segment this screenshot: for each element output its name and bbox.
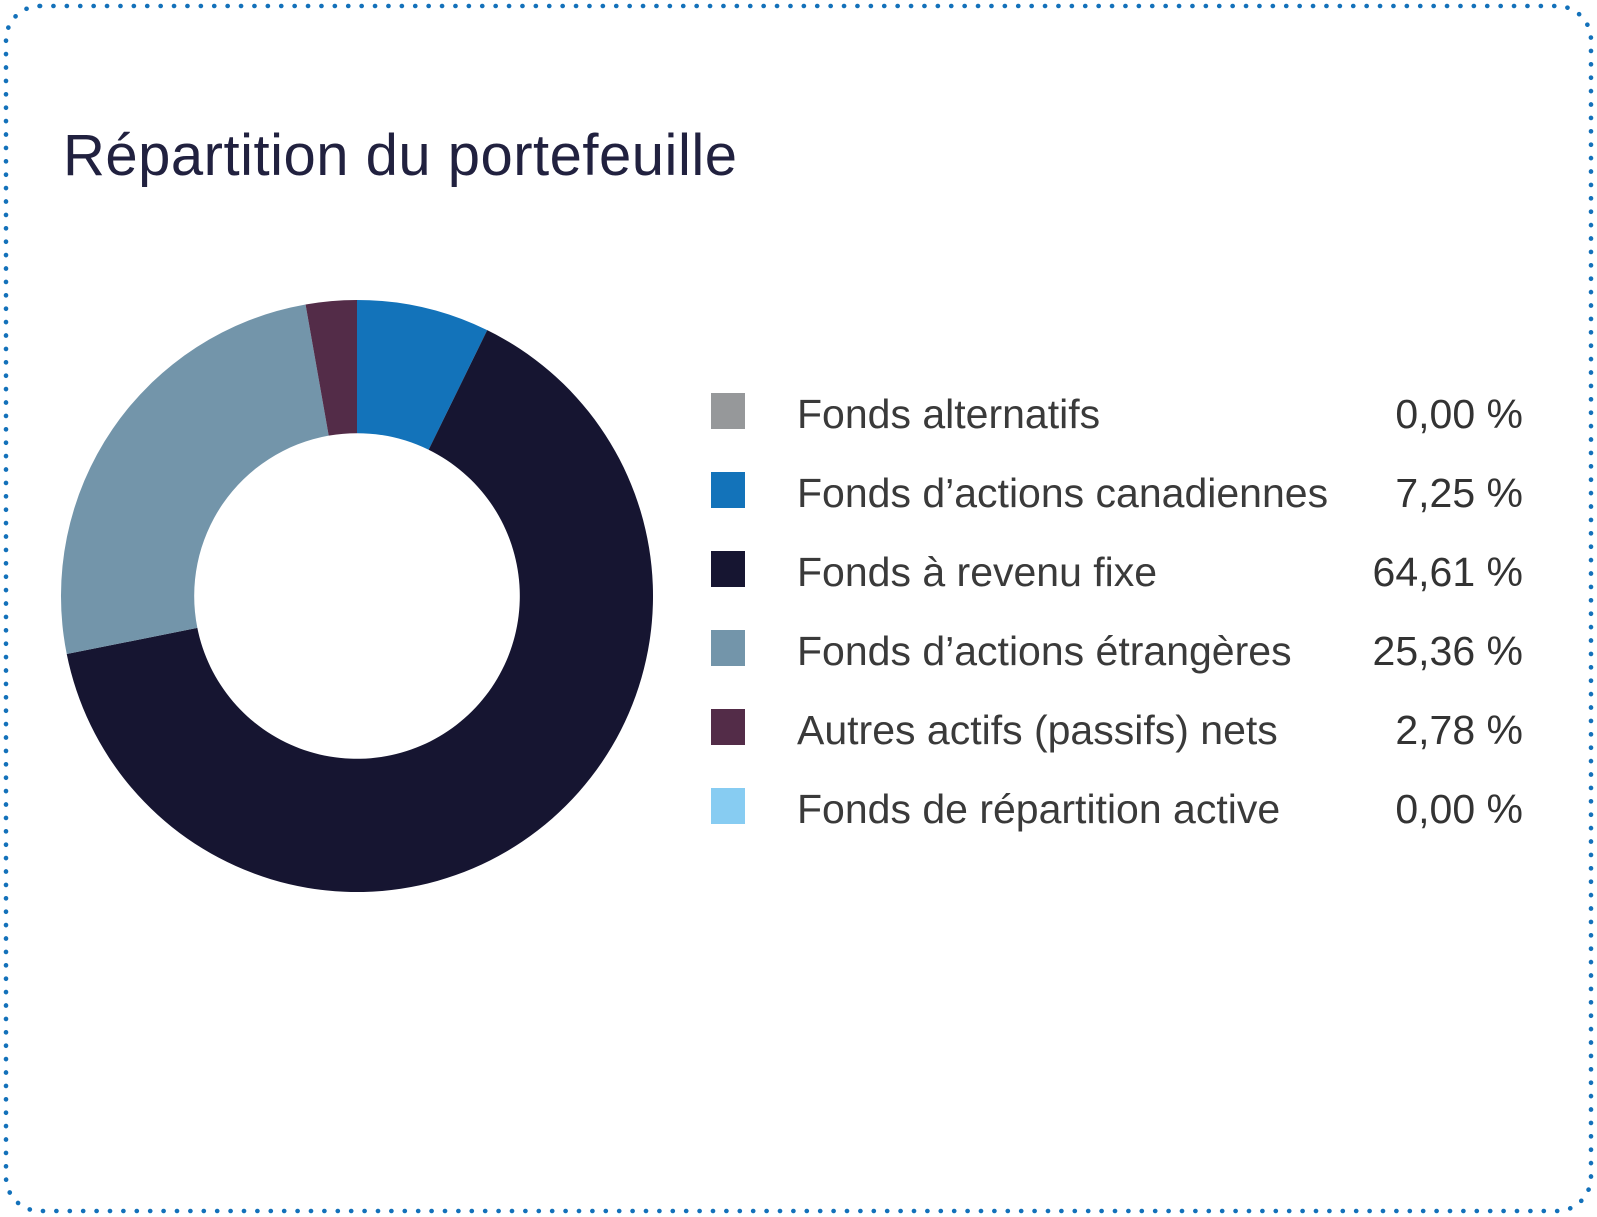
legend-swatch (711, 472, 745, 508)
donut-segment (66, 330, 654, 893)
legend-value: 0,00 % (1395, 390, 1523, 437)
legend-swatch (711, 551, 745, 587)
legend-item: Autres actifs (passifs) nets 2,78 % (711, 707, 1523, 753)
donut-segment (357, 299, 488, 450)
donut-chart (59, 298, 655, 894)
legend-label: Fonds à revenu fixe (797, 548, 1158, 595)
donut-segment (60, 304, 329, 655)
legend-item: Fonds alternatifs 0,00 % (711, 391, 1523, 437)
legend-value: 0,00 % (1395, 785, 1523, 832)
page-title: Répartition du portefeuille (63, 123, 738, 188)
legend-value: 2,78 % (1395, 706, 1523, 753)
legend-value: 25,36 % (1372, 627, 1523, 674)
legend-label: Fonds alternatifs (797, 390, 1101, 437)
legend-label: Autres actifs (passifs) nets (797, 706, 1278, 753)
legend-item: Fonds d’actions canadiennes 7,25 % (711, 470, 1523, 516)
legend-swatch (711, 393, 745, 429)
legend-item: Fonds à revenu fixe 64,61 % (711, 549, 1523, 595)
legend-value: 64,61 % (1372, 548, 1523, 595)
legend-label: Fonds d’actions étrangères (797, 627, 1292, 674)
legend-item: Fonds d’actions étrangères 25,36 % (711, 628, 1523, 674)
legend-item: Fonds de répartition active 0,00 % (711, 786, 1523, 832)
legend: Fonds alternatifs 0,00 % Fonds d’actions… (711, 391, 1523, 867)
legend-value: 7,25 % (1395, 469, 1523, 516)
legend-label: Fonds de répartition active (797, 785, 1281, 832)
donut-segment (305, 299, 357, 436)
legend-label: Fonds d’actions canadiennes (797, 469, 1329, 516)
legend-swatch (711, 788, 745, 824)
legend-swatch (711, 630, 745, 666)
legend-swatch (711, 709, 745, 745)
